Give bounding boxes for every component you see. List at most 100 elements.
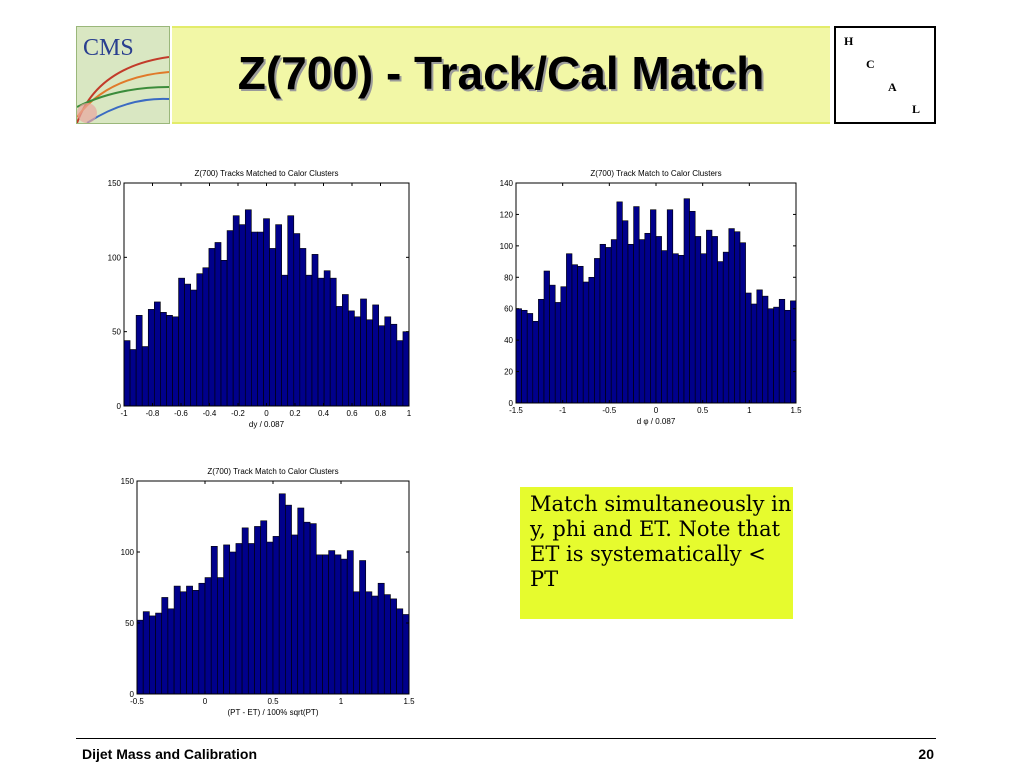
histogram-bar bbox=[285, 504, 292, 695]
histogram-bar bbox=[260, 520, 268, 695]
histogram-bar bbox=[554, 302, 562, 404]
histogram-bar bbox=[263, 218, 270, 407]
y-tick-label: 50 bbox=[125, 619, 134, 628]
histogram-bar bbox=[229, 551, 237, 695]
chart-title: Z(700) Tracks Matched to Calor Clusters bbox=[194, 169, 338, 178]
hcal-logo: H C A L bbox=[834, 26, 936, 124]
x-tick-label: 0.6 bbox=[346, 409, 358, 418]
y-tick-label: 0 bbox=[509, 399, 514, 408]
chart-2: -1.5 -1 -0.5 0 0.5 1 1.5 0 20 40 60 80 100 120 140 Z(70… bbox=[500, 169, 802, 426]
histogram-bar bbox=[214, 242, 222, 407]
y-tick-label: 140 bbox=[500, 179, 514, 188]
histogram-bar bbox=[172, 316, 179, 407]
histogram-bar bbox=[773, 306, 780, 404]
histogram-bar bbox=[257, 231, 264, 407]
x-axis-label: (PT - ET) / 100% sqrt(PT) bbox=[228, 708, 319, 717]
histogram-bar bbox=[291, 534, 299, 695]
histogram-bar bbox=[383, 594, 391, 695]
histogram-bar bbox=[577, 265, 584, 404]
x-tick-label: -0.2 bbox=[231, 409, 245, 418]
histogram-bar bbox=[254, 526, 261, 695]
histogram-bar bbox=[244, 209, 252, 407]
histogram-bar bbox=[129, 349, 137, 407]
cms-logo: CMS bbox=[76, 26, 170, 124]
histogram-bar bbox=[293, 233, 301, 407]
chart-1: -1 -0.8 -0.6 -0.4 -0.2 0 0.2 0.4 0.6 0.8 1 0 50 100 15… bbox=[108, 169, 412, 429]
histogram-bar bbox=[328, 550, 336, 695]
histogram-bar bbox=[353, 591, 360, 695]
histogram-bar bbox=[323, 270, 331, 407]
y-tick-label: 100 bbox=[500, 242, 514, 251]
histogram-bar bbox=[166, 315, 173, 407]
x-tick-label: 1.5 bbox=[790, 406, 802, 415]
histogram-bar bbox=[610, 239, 618, 404]
histogram-bar bbox=[360, 298, 367, 407]
page-number: 20 bbox=[918, 746, 934, 762]
histogram-bar bbox=[178, 277, 185, 407]
histogram-bar bbox=[694, 236, 702, 404]
histogram-bar bbox=[309, 523, 317, 695]
histogram-bar bbox=[790, 300, 797, 404]
histogram-bar bbox=[317, 277, 325, 407]
histogram-bar bbox=[186, 585, 193, 695]
histogram-bar bbox=[305, 274, 313, 407]
histogram-bar bbox=[638, 239, 646, 404]
histogram-bar bbox=[266, 541, 274, 695]
histogram-bar bbox=[160, 312, 167, 407]
histogram-bar bbox=[616, 201, 623, 404]
x-tick-label: -0.8 bbox=[146, 409, 160, 418]
histogram-bar bbox=[365, 591, 373, 695]
histogram-bar bbox=[371, 595, 379, 695]
histogram-bar bbox=[179, 591, 187, 695]
histogram-bar bbox=[241, 527, 249, 695]
histogram-bar bbox=[605, 247, 612, 404]
page-title: Z(700) - Track/Cal Match bbox=[237, 47, 765, 99]
histogram-bar bbox=[778, 298, 786, 404]
histogram-bar bbox=[147, 309, 155, 407]
histogram-bar bbox=[644, 232, 651, 404]
histogram-bar bbox=[396, 340, 404, 407]
histogram-bar bbox=[750, 303, 758, 404]
histogram-bar bbox=[377, 582, 385, 695]
x-tick-label: -1 bbox=[559, 406, 567, 415]
histogram-bar bbox=[711, 236, 718, 404]
histogram-bar bbox=[745, 292, 752, 404]
histogram-bar bbox=[322, 554, 329, 695]
y-tick-label: 100 bbox=[121, 548, 135, 557]
histogram-bar bbox=[303, 521, 311, 695]
y-tick-label: 120 bbox=[500, 210, 514, 219]
histogram-bar bbox=[136, 619, 144, 695]
histogram-bar bbox=[571, 264, 578, 404]
histogram-bar bbox=[366, 319, 373, 407]
histogram-bar bbox=[588, 276, 595, 404]
histogram-bar bbox=[311, 254, 319, 407]
histogram-bar bbox=[390, 598, 397, 695]
y-tick-label: 80 bbox=[504, 273, 513, 282]
hcal-letter-c: C bbox=[866, 57, 875, 71]
histogram-bar bbox=[329, 277, 337, 407]
histogram-bar bbox=[633, 206, 640, 404]
histogram-bar bbox=[672, 253, 679, 404]
x-tick-label: -0.6 bbox=[174, 409, 188, 418]
x-tick-label: -0.4 bbox=[203, 409, 217, 418]
histogram-bar bbox=[372, 304, 379, 407]
x-tick-label: -0.5 bbox=[130, 697, 144, 706]
x-tick-label: -0.5 bbox=[602, 406, 616, 415]
x-tick-label: 0 bbox=[654, 406, 659, 415]
histogram-bar bbox=[622, 220, 629, 404]
x-tick-label: 0.4 bbox=[318, 409, 330, 418]
histogram-bar bbox=[678, 254, 685, 404]
histogram-bar bbox=[734, 231, 741, 404]
hcal-letter-l: L bbox=[912, 102, 921, 116]
x-tick-label: 0 bbox=[203, 697, 208, 706]
note-box bbox=[520, 487, 793, 619]
histogram-bar bbox=[223, 544, 231, 695]
histogram-bar bbox=[346, 550, 354, 695]
chart-title: Z(700) Track Match to Calor Clusters bbox=[590, 169, 721, 178]
histogram-bar bbox=[655, 236, 662, 404]
histogram-bar bbox=[154, 301, 161, 407]
histogram-bar bbox=[784, 309, 791, 404]
histogram-bar bbox=[390, 323, 398, 407]
histogram-bar bbox=[762, 295, 769, 404]
histogram-bar bbox=[123, 340, 131, 407]
